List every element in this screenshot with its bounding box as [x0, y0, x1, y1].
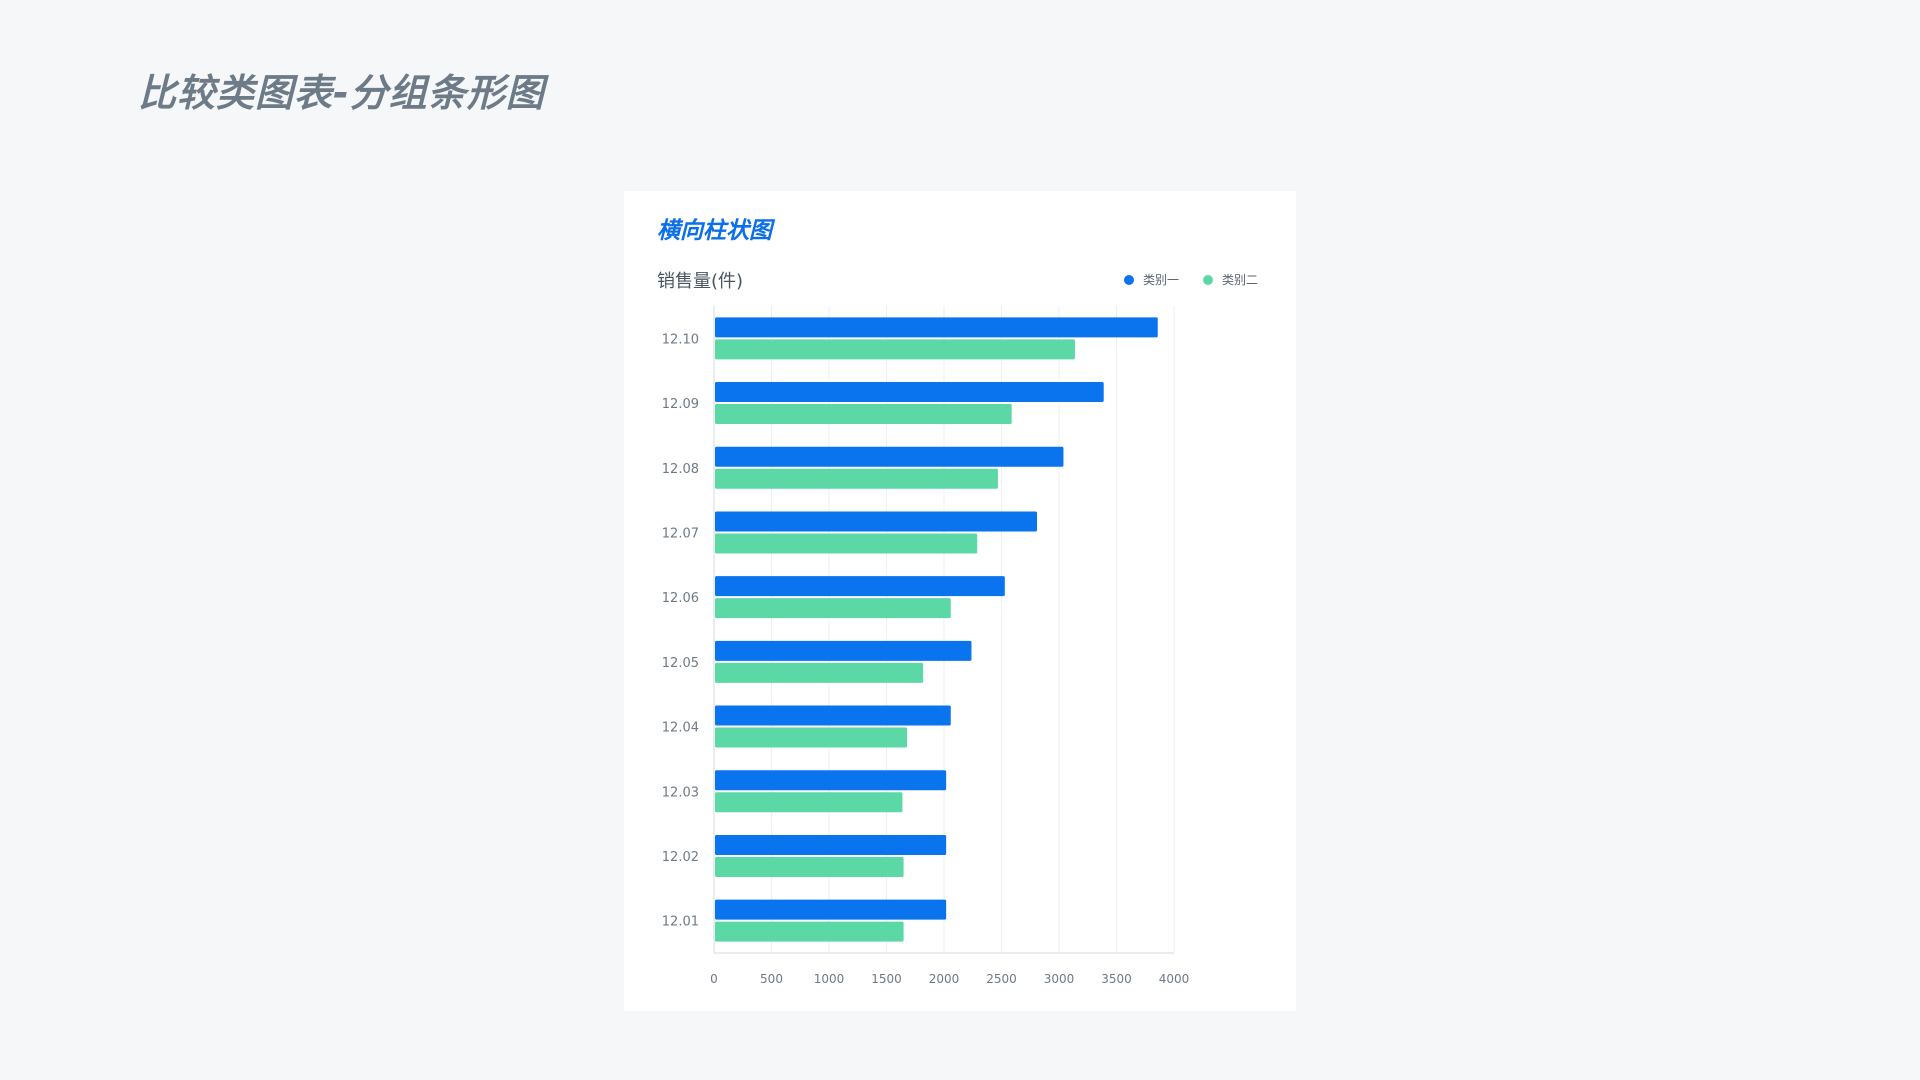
x-tick-label: 2500	[986, 972, 1017, 986]
category-label: 12.03	[662, 785, 699, 800]
chart-title: 横向柱状图	[657, 218, 772, 244]
x-tick-label: 500	[760, 972, 783, 986]
bar-series-1	[715, 770, 947, 791]
bar-series-2	[715, 468, 998, 489]
bar-series-2	[715, 404, 1012, 425]
x-tick-label: 2000	[929, 972, 960, 986]
bar-series-1	[715, 446, 1064, 467]
legend-label-series-2: 类别二	[1221, 273, 1258, 287]
bar-series-2	[715, 662, 924, 683]
legend: 类别一 类别二	[1123, 271, 1258, 288]
bar-series-1	[715, 705, 951, 726]
x-tick-label: 3500	[1101, 972, 1132, 986]
bar-series-2	[715, 792, 903, 813]
bar-series-2	[715, 921, 904, 942]
bar-series-2	[715, 856, 904, 877]
x-tick-label: 0	[710, 972, 718, 986]
bar-series-1	[715, 576, 1005, 597]
bar-series-1	[715, 640, 972, 661]
x-tick-label: 4000	[1159, 972, 1190, 986]
category-label: 12.08	[662, 462, 699, 477]
category-label: 12.01	[662, 915, 699, 930]
bar-series-2	[715, 727, 908, 748]
category-label: 12.05	[662, 656, 699, 671]
x-tick-label: 3000	[1044, 972, 1075, 986]
page-title: 比较类图表-分组条形图	[138, 71, 545, 115]
legend-item-series-2[interactable]: 类别二	[1202, 271, 1258, 288]
category-label: 12.06	[662, 591, 699, 606]
category-label: 12.02	[662, 850, 699, 865]
bar-series-2	[715, 339, 1075, 360]
chart-card: 横向柱状图 销售量(件) 类别一 类别二 0 500 1000 1500 2000 250…	[624, 191, 1296, 1011]
legend-dot-series-1	[1123, 274, 1134, 285]
category-label: 12.07	[662, 526, 699, 541]
bar-series-2	[715, 598, 951, 619]
legend-dot-series-2	[1202, 274, 1213, 285]
y-axis-unit-label: 销售量(件)	[657, 271, 744, 292]
bar-series-2	[715, 533, 978, 554]
category-label: 12.04	[662, 721, 699, 736]
bar-series-1	[715, 899, 947, 920]
bar-chart: 0 500 1000 1500 2000 2500 3000 3500 4000 12.10 12.…	[662, 306, 1190, 986]
legend-label-series-1: 类别一	[1142, 273, 1179, 287]
bar-series-1	[715, 382, 1104, 403]
bar-series-1	[715, 317, 1158, 338]
x-tick-label: 1500	[871, 972, 902, 986]
bar-series-1	[715, 834, 947, 855]
category-label: 12.09	[662, 397, 699, 412]
bar-series-1	[715, 511, 1037, 532]
category-label: 12.10	[662, 332, 699, 347]
legend-item-series-1[interactable]: 类别一	[1123, 271, 1179, 288]
x-tick-label: 1000	[814, 972, 845, 986]
